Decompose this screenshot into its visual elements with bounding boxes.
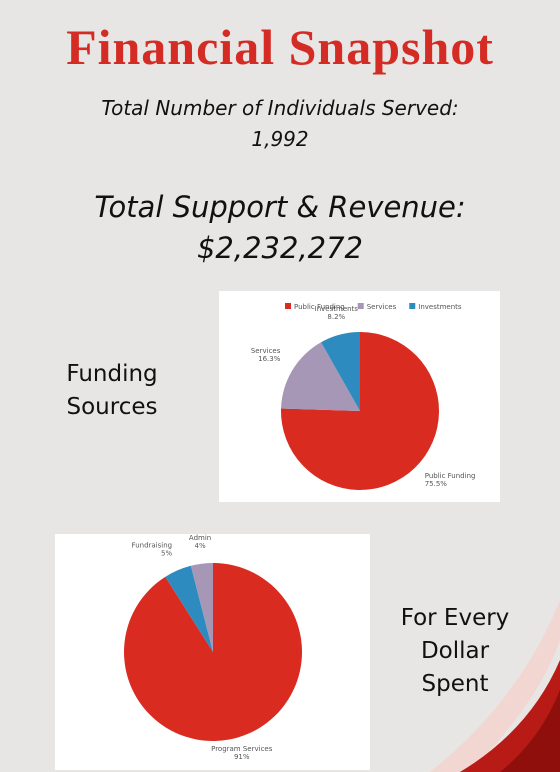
title: Financial Snapshot — [66, 19, 494, 75]
pie-slice — [190, 563, 213, 652]
funding-chart: Public Funding75.5%Services16.3%Investme… — [219, 291, 500, 502]
funding-caption: Funding Sources — [66, 361, 158, 420]
legend-label: Investments — [418, 303, 462, 311]
spending-caption: For Every Dollar Spent — [400, 605, 510, 697]
revenue-value: $2,232,272 — [196, 231, 364, 265]
individuals-label: Total Number of Individuals Served: — [101, 96, 459, 120]
slice-label: Admin — [189, 534, 211, 542]
slice-value: 75.5% — [425, 480, 448, 488]
slice-value: 8.2% — [327, 313, 345, 321]
legend-swatch — [285, 303, 291, 309]
individuals-value: 1,992 — [251, 127, 309, 151]
legend-label: Services — [367, 303, 397, 311]
pie-slice — [281, 342, 360, 411]
slice-label: Program Services — [211, 745, 273, 753]
slice-value: 5% — [161, 549, 172, 557]
pie-slice — [165, 565, 213, 652]
slice-label: Investments — [315, 305, 359, 313]
slice-label: Public Funding — [425, 472, 476, 480]
slice-label: Services — [251, 347, 281, 355]
slice-value: 4% — [195, 542, 206, 550]
legend-swatch — [409, 303, 416, 309]
revenue-label: Total Support & Revenue: — [94, 190, 466, 224]
pie-slice — [321, 332, 360, 411]
legend-label: Public Funding — [294, 303, 345, 311]
slice-value: 16.3% — [258, 355, 281, 363]
legend-swatch — [357, 303, 364, 309]
slice-value: 91% — [234, 753, 250, 761]
slice-label: Fundraising — [132, 541, 173, 549]
